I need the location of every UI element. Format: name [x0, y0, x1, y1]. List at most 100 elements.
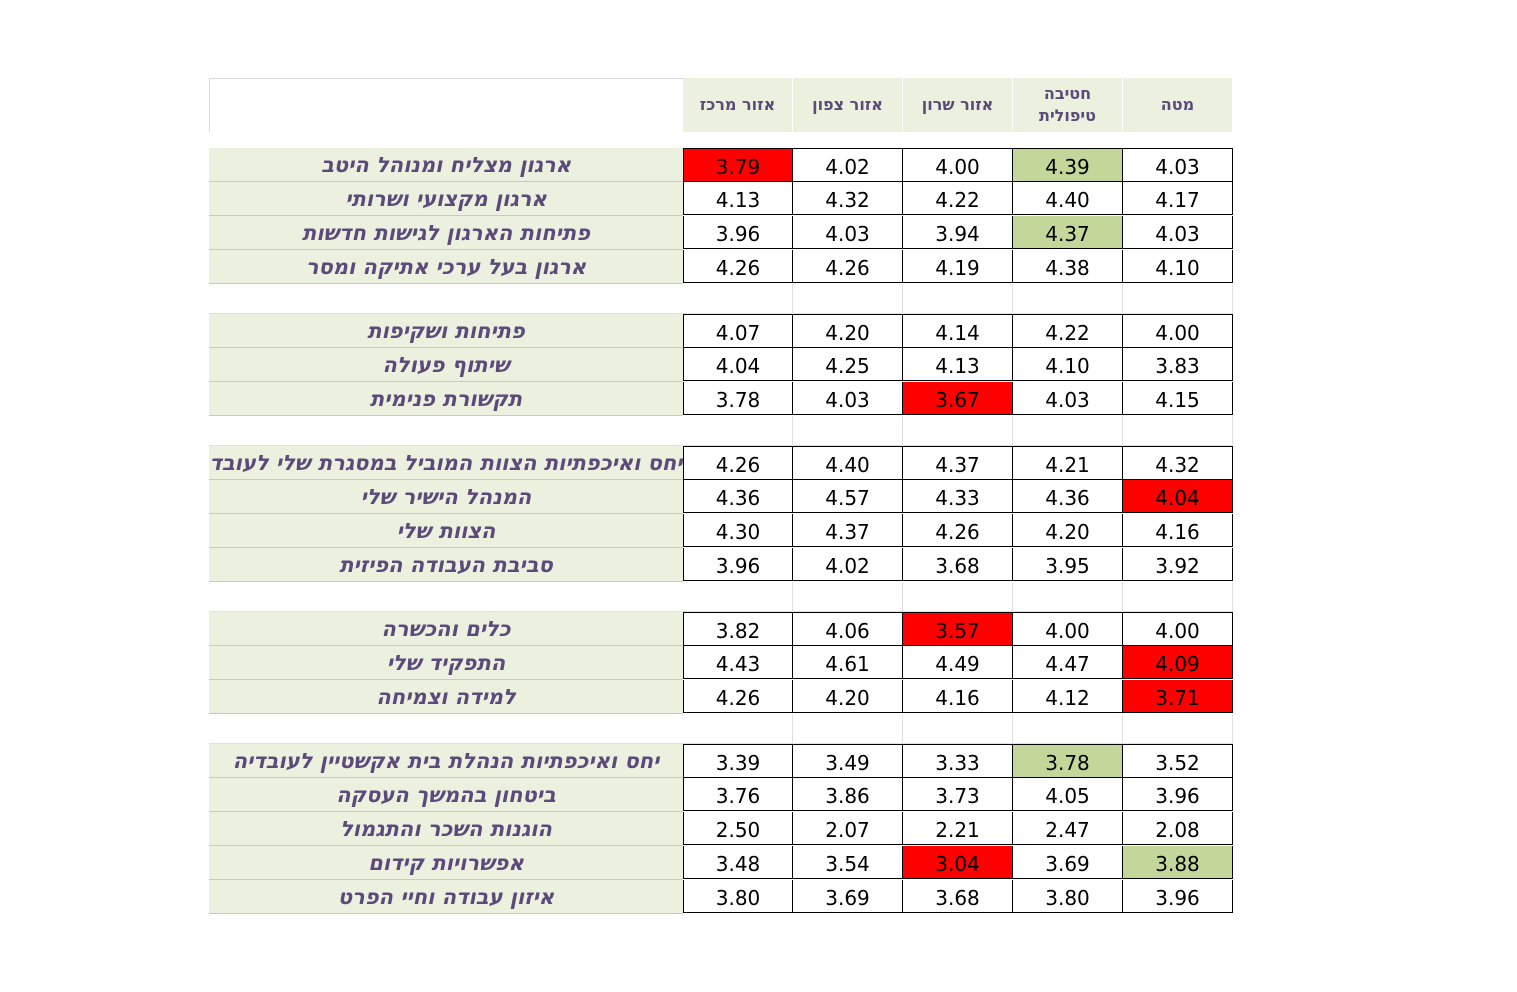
value-cell: 2.07	[793, 812, 903, 845]
value-cell: 3.80	[1013, 880, 1123, 913]
value-cell: 4.03	[793, 382, 903, 415]
value-cell: 4.06	[793, 612, 903, 646]
row-label: פתיחות הארגון לגישות חדשות	[209, 216, 683, 250]
value-cell: 4.00	[903, 148, 1013, 182]
table-row: ארגון מצליח ומנוהל היטב 3.79 4.02 4.00 4.39 4…	[209, 148, 1235, 182]
spacer-cell	[903, 714, 1013, 744]
spacer-cell	[683, 582, 793, 612]
header-blank-cell	[209, 78, 684, 132]
table-row: ארגון בעל ערכי אתיקה ומסר 4.26 4.26 4.19 4.3…	[209, 250, 1235, 284]
value-cell: 3.57	[903, 612, 1013, 646]
value-cell: 2.50	[683, 812, 793, 845]
value-cell: 4.37	[903, 446, 1013, 480]
value-cell: 4.26	[683, 250, 793, 283]
value-cell: 4.03	[793, 216, 903, 249]
row-label: כלים והכשרה	[209, 612, 683, 646]
value-cell: 4.33	[903, 480, 1013, 513]
value-cell: 4.38	[1013, 250, 1123, 283]
spacer-cell	[683, 284, 793, 314]
spacer-cell	[793, 416, 903, 446]
value-cell: 3.54	[793, 846, 903, 879]
spacer-cell	[793, 284, 903, 314]
value-cell: 4.14	[903, 314, 1013, 348]
value-cell: 3.68	[903, 548, 1013, 581]
row-label: ביטחון בהמשך העסקה	[209, 778, 683, 812]
table-row: המנהל הישיר שלי 4.36 4.57 4.33 4.36 4.04	[209, 480, 1235, 514]
value-cell: 4.32	[1123, 446, 1233, 480]
value-cell: 4.03	[1123, 148, 1233, 182]
row-label: שיתוף פעולה	[209, 348, 683, 382]
spacer-label-cell	[209, 714, 683, 744]
row-label: איזון עבודה וחיי הפרט	[209, 880, 683, 914]
spacer-cell	[683, 416, 793, 446]
value-cell: 3.71	[1123, 680, 1233, 713]
spacer-cell	[1123, 714, 1233, 744]
col-header-tipulit: חטיבה טיפולית	[1013, 78, 1122, 132]
value-cell: 4.61	[793, 646, 903, 679]
value-cell: 2.21	[903, 812, 1013, 845]
table-row: ארגון מקצועי ושרותי 4.13 4.32 4.22 4.40 4.17	[209, 182, 1235, 216]
value-cell: 3.88	[1123, 846, 1233, 879]
table-row: יחס ואיכפתיות הנהלת בית אקשטיין לעובדיה 3…	[209, 744, 1235, 778]
score-table: אזור מרכז אזור צפון אזור שרון חטיבה טיפו…	[209, 78, 1235, 914]
table-row: יחס ואיכפתיות הצוות המוביל במסגרת שלי לע…	[209, 446, 1235, 480]
header-spacer	[209, 132, 1235, 148]
value-cell: 4.20	[793, 314, 903, 348]
value-cell: 4.02	[793, 548, 903, 581]
spacer-cell	[903, 284, 1013, 314]
row-label: יחס ואיכפתיות הצוות המוביל במסגרת שלי לע…	[209, 446, 683, 480]
spacer-label-cell	[209, 284, 683, 314]
row-label: פתיחות ושקיפות	[209, 314, 683, 348]
value-cell: 4.25	[793, 348, 903, 381]
value-cell: 3.69	[793, 880, 903, 913]
spacer-cell	[903, 416, 1013, 446]
value-cell: 3.82	[683, 612, 793, 646]
value-cell: 4.04	[683, 348, 793, 381]
row-label: יחס ואיכפתיות הנהלת בית אקשטיין לעובדיה	[209, 744, 683, 778]
value-cell: 4.30	[683, 514, 793, 547]
row-label: למידה וצמיחה	[209, 680, 683, 714]
col-header-mateh: מטה	[1123, 78, 1232, 132]
table-row: הוגנות השכר והתגמול 2.50 2.07 2.21 2.47 2.08	[209, 812, 1235, 846]
table-row: פתיחות הארגון לגישות חדשות 3.96 4.03 3.94 4.…	[209, 216, 1235, 250]
value-cell: 4.12	[1013, 680, 1123, 713]
spacer-cell	[1013, 714, 1123, 744]
value-cell: 4.40	[1013, 182, 1123, 215]
value-cell: 4.10	[1013, 348, 1123, 381]
table-row: איזון עבודה וחיי הפרט 3.80 3.69 3.68 3.80 3.9…	[209, 880, 1235, 914]
value-cell: 4.22	[903, 182, 1013, 215]
table-row: תקשורת פנימית 3.78 4.03 3.67 4.03 4.15	[209, 382, 1235, 416]
value-cell: 3.78	[1013, 744, 1123, 778]
value-cell: 4.20	[1013, 514, 1123, 547]
value-cell: 3.76	[683, 778, 793, 811]
table-body: ארגון מצליח ומנוהל היטב 3.79 4.02 4.00 4.39 4…	[209, 148, 1235, 914]
value-cell: 3.78	[683, 382, 793, 415]
value-cell: 4.07	[683, 314, 793, 348]
value-cell: 4.00	[1013, 612, 1123, 646]
table-row: למידה וצמיחה 4.26 4.20 4.16 4.12 3.71	[209, 680, 1235, 714]
row-label: התפקיד שלי	[209, 646, 683, 680]
value-cell: 4.40	[793, 446, 903, 480]
value-cell: 3.96	[1123, 778, 1233, 811]
spacer-cell	[1123, 284, 1233, 314]
value-cell: 3.86	[793, 778, 903, 811]
spacer-label-cell	[209, 582, 683, 612]
value-cell: 4.19	[903, 250, 1013, 283]
value-cell: 4.21	[1013, 446, 1123, 480]
table-row: אפשרויות קידום 3.48 3.54 3.04 3.69 3.88	[209, 846, 1235, 880]
col-header-sharon: אזור שרון	[903, 78, 1012, 132]
value-cell: 3.68	[903, 880, 1013, 913]
row-label: תקשורת פנימית	[209, 382, 683, 416]
value-cell: 4.04	[1123, 480, 1233, 513]
value-cell: 4.26	[683, 446, 793, 480]
value-cell: 4.00	[1123, 314, 1233, 348]
value-cell: 4.47	[1013, 646, 1123, 679]
row-label: המנהל הישיר שלי	[209, 480, 683, 514]
value-cell: 3.96	[683, 548, 793, 581]
value-cell: 4.16	[1123, 514, 1233, 547]
value-cell: 4.05	[1013, 778, 1123, 811]
spacer-cell	[1013, 416, 1123, 446]
value-cell: 3.49	[793, 744, 903, 778]
value-cell: 3.80	[683, 880, 793, 913]
value-cell: 4.49	[903, 646, 1013, 679]
